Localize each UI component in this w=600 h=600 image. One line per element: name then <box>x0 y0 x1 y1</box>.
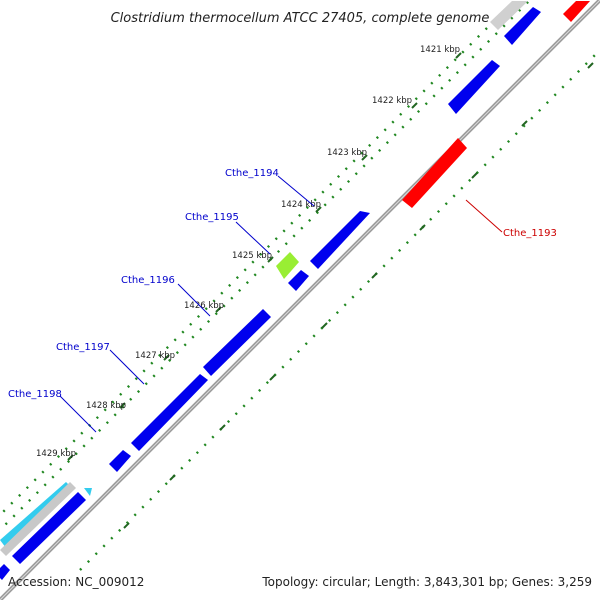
gene-feature-1198[interactable] <box>109 450 131 472</box>
tick-label-1426: 1426 kbp <box>184 301 224 311</box>
gene-label-1193[interactable]: Cthe_1193 <box>503 228 557 239</box>
gene-feature-1195b[interactable] <box>288 270 309 291</box>
leader-1198 <box>59 395 97 433</box>
gene-label-1195[interactable]: Cthe_1195 <box>185 212 239 223</box>
gene-feature-cyan-marker[interactable] <box>84 488 92 496</box>
leader-1194 <box>277 175 315 207</box>
tick-label-1422: 1422 kbp <box>372 96 412 106</box>
gene-feature-1197[interactable] <box>131 374 208 451</box>
gene-label-1196[interactable]: Cthe_1196 <box>121 275 175 286</box>
gene-labels: Cthe_1193 Cthe_1194 Cthe_1195 Cthe_1196 … <box>8 168 557 400</box>
forward-genes <box>0 7 541 580</box>
tick-label-1423: 1423 kbp <box>327 148 367 158</box>
tick-label-1425: 1425 kbp <box>232 251 272 261</box>
tick-track-outer <box>0 0 532 532</box>
gene-label-1198[interactable]: Cthe_1198 <box>8 389 62 400</box>
tick-label-1424: 1424 kbp <box>281 200 321 210</box>
tick-label-1429: 1429 kbp <box>36 449 76 459</box>
gene-feature-1196[interactable] <box>203 309 271 376</box>
tick-label-1428: 1428 kbp <box>86 401 126 411</box>
gene-label-1194[interactable]: Cthe_1194 <box>225 168 279 179</box>
gene-feature-1194[interactable] <box>310 211 370 269</box>
genome-summary: Topology: circular; Length: 3,843,301 bp… <box>261 575 592 589</box>
gene-feature-1193[interactable] <box>402 138 467 208</box>
leader-1196 <box>177 283 211 317</box>
leader-1193 <box>465 199 503 233</box>
map-title: Clostridium thermocellum ATCC 27405, com… <box>111 11 490 26</box>
reverse-genes <box>402 1 590 208</box>
major-ticks <box>67 52 594 529</box>
gene-feature-grey[interactable] <box>0 482 76 556</box>
tick-track-far <box>0 0 517 517</box>
other-features <box>0 1 528 556</box>
tick-label-1421: 1421 kbp <box>420 45 460 55</box>
gene-feature-grey-top[interactable] <box>490 1 528 30</box>
tick-track-inner <box>79 48 600 571</box>
gene-label-1197[interactable]: Cthe_1197 <box>56 342 110 353</box>
gene-feature-top-reverse[interactable] <box>563 1 590 22</box>
gene-feature-top-forward[interactable] <box>504 7 541 45</box>
leader-1195 <box>235 221 271 255</box>
accession-label: Accession: NC_009012 <box>8 575 144 589</box>
leader-1197 <box>109 349 145 385</box>
tick-labels: 1421 kbp 1422 kbp 1423 kbp 1424 kbp 1425… <box>36 45 460 459</box>
tick-label-1427: 1427 kbp <box>135 351 175 361</box>
gene-feature-bottom-forward[interactable] <box>12 492 86 564</box>
label-leaders <box>59 175 503 433</box>
gene-feature-1195[interactable] <box>276 252 299 279</box>
gene-feature-1192-forward[interactable] <box>448 60 500 114</box>
gene-feature-corner-forward[interactable] <box>0 564 10 580</box>
